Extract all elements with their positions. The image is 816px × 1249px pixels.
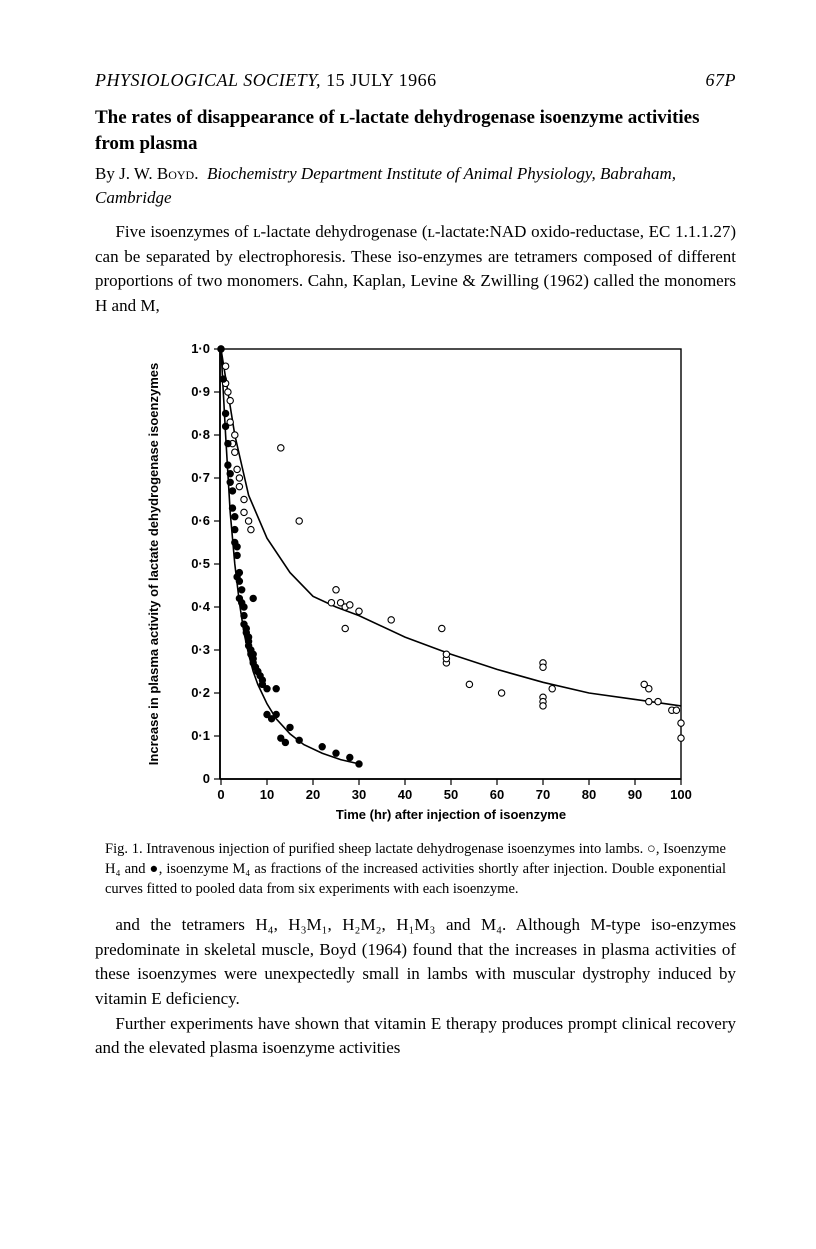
svg-text:0·5: 0·5 [191,556,210,571]
svg-text:90: 90 [627,787,641,802]
svg-text:70: 70 [535,787,549,802]
svg-text:Time (hr) after injection of i: Time (hr) after injection of isoenzyme [335,807,565,822]
svg-text:0·3: 0·3 [191,642,210,657]
issue-date: 15 JULY 1966 [326,70,437,90]
article-title: The rates of disappearance of ʟ-lactate … [95,105,736,156]
svg-text:30: 30 [351,787,365,802]
svg-text:60: 60 [489,787,503,802]
svg-text:40: 40 [397,787,411,802]
running-head: PHYSIOLOGICAL SOCIETY, 15 JULY 1966 67P [95,70,736,91]
svg-text:20: 20 [305,787,319,802]
journal-name: PHYSIOLOGICAL SOCIETY, [95,70,321,90]
svg-text:1·0: 1·0 [191,341,210,356]
svg-text:0·6: 0·6 [191,513,210,528]
svg-text:0·2: 0·2 [191,685,210,700]
svg-text:80: 80 [581,787,595,802]
byline: By J. W. Boyd. Biochemistry Department I… [95,162,736,210]
figure-1: 0 10 20 30 40 50 60 70 80 90 100 0 0·1 0·2 0·3 0·4 0·5 0·… [95,334,736,899]
author-name: Boyd. [157,164,199,183]
paragraph-1: Five isoenzymes of ʟ-lactate dehydrogena… [95,220,736,319]
scatter-plot: 0 10 20 30 40 50 60 70 80 90 100 0 0·1 0·2 0·3 0·4 0·5 0·… [136,334,696,834]
svg-text:0·9: 0·9 [191,384,210,399]
svg-text:0: 0 [202,771,209,786]
svg-text:10: 10 [259,787,273,802]
svg-text:100: 100 [670,787,692,802]
paragraph-2: and the tetramers H₄, H₃M₁, H₂M₂, H₁M₃ a… [95,913,736,1012]
svg-text:0·7: 0·7 [191,470,210,485]
paragraph-3: Further experiments have shown that vita… [95,1012,736,1061]
svg-text:0: 0 [217,787,224,802]
svg-text:0·8: 0·8 [191,427,210,442]
svg-text:Increase in plasma activity of: Increase in plasma activity of lactate d… [146,363,161,765]
svg-text:50: 50 [443,787,457,802]
figure-caption: Fig. 1. Intravenous injection of purifie… [105,840,726,899]
svg-text:0·4: 0·4 [191,599,211,614]
byline-by: By J. W. [95,164,157,183]
page-number: 67P [706,70,737,91]
svg-text:0·1: 0·1 [191,728,210,743]
